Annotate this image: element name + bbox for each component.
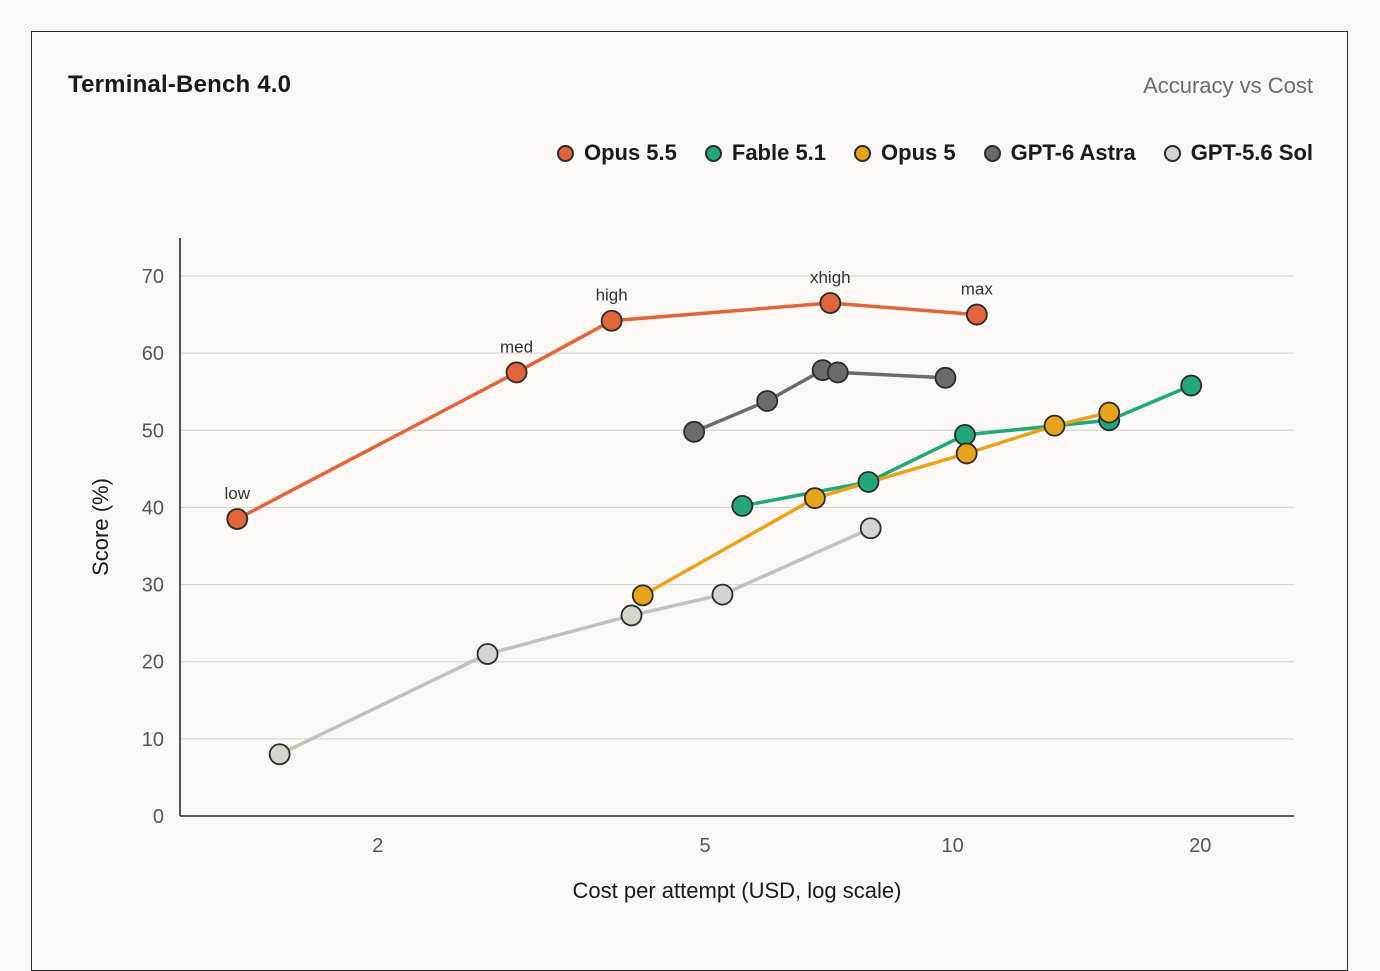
- y-tick-label: 50: [142, 420, 164, 442]
- y-tick-label: 10: [142, 729, 164, 751]
- data-point: [226, 508, 249, 530]
- data-points: [226, 292, 1203, 766]
- data-point: [1180, 374, 1203, 397]
- y-tick-label: 40: [142, 497, 164, 519]
- legend-label: Opus 5.5: [583, 140, 677, 165]
- data-point: [476, 643, 499, 665]
- y-tick-label: 0: [153, 806, 164, 828]
- data-point: [857, 471, 880, 493]
- data-point: [631, 584, 654, 607]
- x-axis-title: Cost per attempt (USD, log scale): [573, 878, 902, 903]
- data-point: [955, 442, 978, 465]
- axes: [179, 238, 1294, 817]
- data-point: [819, 292, 842, 314]
- data-point-label: xhigh: [810, 268, 851, 287]
- data-point-label: max: [961, 280, 994, 299]
- data-point: [505, 361, 528, 384]
- data-point: [803, 487, 826, 510]
- data-point: [859, 517, 882, 540]
- data-point: [954, 424, 976, 446]
- data-point-label: high: [596, 286, 628, 305]
- y-tick-label: 30: [142, 575, 164, 597]
- chart-frame: [31, 31, 1348, 971]
- x-tick-label: 2: [372, 835, 383, 857]
- data-point: [683, 420, 706, 443]
- legend-label: GPT-5.6 Sol: [1190, 140, 1313, 165]
- chart-subtitle: Accuracy vs Cost: [1143, 73, 1313, 98]
- data-point-label: low: [225, 484, 251, 503]
- x-tick-label: 10: [942, 835, 964, 857]
- data-point: [756, 390, 779, 412]
- data-point: [934, 366, 957, 389]
- x-tick-label: 20: [1189, 835, 1211, 857]
- tick-labels: 0 10 20 30 40 50 60 70 2 5 10 20: [142, 266, 1212, 857]
- data-point: [1098, 401, 1121, 424]
- data-point: [965, 303, 988, 326]
- data-point: [600, 309, 623, 332]
- y-axis-title: Score (%): [88, 478, 113, 576]
- chart-title: Terminal-Bench 4.0: [68, 71, 292, 98]
- data-point: [268, 743, 291, 766]
- legend-label: GPT-6 Astra: [1010, 140, 1136, 165]
- data-point: [826, 361, 849, 384]
- data-point: [711, 583, 734, 606]
- data-point: [1043, 414, 1066, 437]
- y-tick-label: 60: [142, 343, 164, 365]
- legend-item: GPT-6 Astra: [983, 140, 1136, 166]
- legend-marker: [556, 144, 574, 162]
- legend-item: Fable 5.1: [704, 140, 827, 166]
- data-point: [620, 604, 643, 627]
- legend: Opus 5.5 Fable 5.1 Opus 5 GPT-6 Astra GPT-5.…: [556, 140, 1313, 166]
- data-point: [731, 494, 754, 517]
- legend-item: Opus 5.5: [556, 140, 677, 166]
- x-tick-label: 5: [699, 835, 710, 857]
- series-line-opus-5: [640, 410, 1111, 598]
- series-lines: [235, 301, 1193, 757]
- legend-marker: [704, 144, 722, 162]
- legend-marker: [983, 144, 1001, 162]
- point-labels: low med high xhigh max: [225, 268, 994, 503]
- legend-label: Opus 5: [881, 140, 956, 165]
- legend-item: GPT-5.6 Sol: [1163, 140, 1313, 166]
- y-tick-label: 20: [142, 652, 164, 674]
- data-point-label: med: [500, 337, 533, 356]
- legend-label: Fable 5.1: [731, 140, 827, 165]
- y-tick-label: 70: [142, 266, 164, 288]
- legend-item: Opus 5: [854, 140, 956, 166]
- legend-marker: [1163, 144, 1181, 162]
- series-line-gpt-5-6-sol: [277, 526, 873, 757]
- legend-marker: [854, 144, 872, 162]
